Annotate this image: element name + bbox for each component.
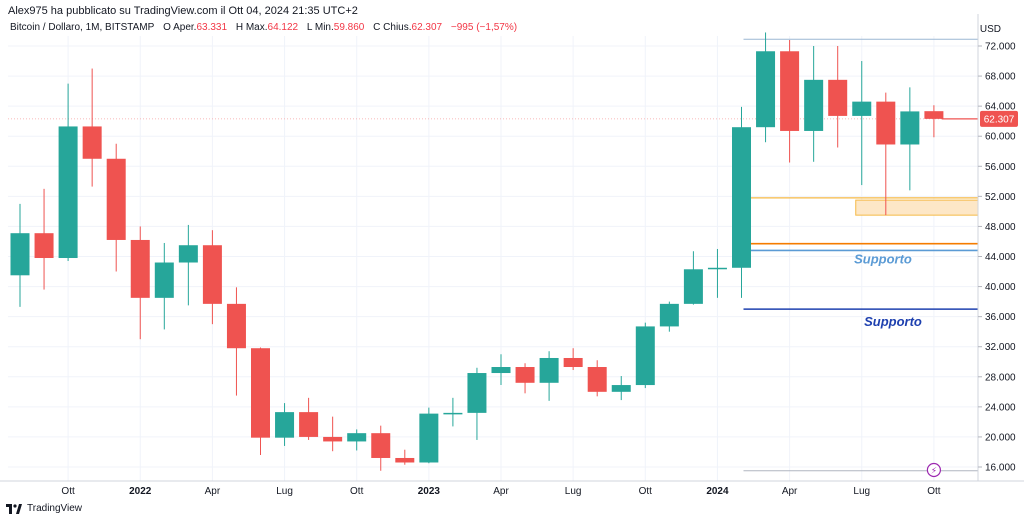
x-tick-label: Ott <box>61 486 75 497</box>
candle-body <box>419 413 439 463</box>
candle-body <box>491 367 511 374</box>
y-tick-label: 44.000 <box>985 252 1016 263</box>
y-tick-label: 60.000 <box>985 132 1016 143</box>
y-tick-label: 32.000 <box>985 342 1016 353</box>
candle-body <box>106 158 126 240</box>
candle-body <box>659 303 679 327</box>
candle-body <box>828 79 848 116</box>
candle-body <box>780 51 800 131</box>
high-name: Max. <box>245 22 268 33</box>
close-label: C <box>373 22 381 33</box>
candle-body <box>611 385 631 392</box>
y-tick-label: 56.000 <box>985 162 1016 173</box>
x-tick-label: Ott <box>927 486 941 497</box>
x-tick-label: 2022 <box>129 486 152 497</box>
close-value: 62.307 <box>411 22 443 33</box>
symbol-name: Bitcoin / Dollaro, 1M, BITSTAMP <box>10 22 155 33</box>
y-tick-label: 20.000 <box>985 432 1016 443</box>
candle-body <box>275 412 295 438</box>
candle-body <box>395 457 415 463</box>
candle-body <box>299 412 319 437</box>
x-tick-label: Apr <box>782 486 798 497</box>
x-tick-label: Ott <box>350 486 364 497</box>
candle-body <box>804 79 824 131</box>
candle-body <box>539 357 559 383</box>
candle-body <box>347 433 367 442</box>
x-tick-label: 2023 <box>418 486 441 497</box>
symbol-legend: Bitcoin / Dollaro, 1M, BITSTAMP O Aper.6… <box>10 22 517 33</box>
y-tick-label: 48.000 <box>985 222 1016 233</box>
footer-brand-label: TradingView <box>27 503 83 514</box>
published-by-header: Alex975 ha pubblicato su TradingView.com… <box>8 5 358 17</box>
candle-body <box>323 436 343 442</box>
y-tick-label: 40.000 <box>985 282 1016 293</box>
x-tick-label: Lug <box>276 486 293 497</box>
candle-body <box>58 126 78 259</box>
event-marker-symbol: ⚡ <box>931 467 937 477</box>
support-zone <box>855 199 979 216</box>
y-tick-label: 52.000 <box>985 192 1016 203</box>
low-label: L <box>306 22 313 33</box>
candle-body <box>852 101 872 116</box>
candle-body <box>154 262 174 298</box>
candle-body <box>707 267 727 270</box>
candle-body <box>130 239 150 298</box>
change-value: −995 (−1,57%) <box>450 22 518 33</box>
x-tick-label: Lug <box>853 486 870 497</box>
tradingview-logo-icon <box>6 503 22 514</box>
candle-body <box>876 101 896 145</box>
x-tick-label: Ott <box>639 486 653 497</box>
candle-body <box>756 51 776 128</box>
candle-body <box>178 245 198 263</box>
candle-body <box>924 111 944 119</box>
y-tick-label: 16.000 <box>985 463 1016 474</box>
candle-body <box>251 348 270 438</box>
chart-overlay: Supporto Supporto ⚡ <box>854 251 942 478</box>
x-tick-label: Apr <box>205 486 221 497</box>
x-tick-label: Apr <box>493 486 509 497</box>
close-name: Chius. <box>383 22 412 33</box>
y-tick-label: 64.000 <box>985 102 1016 113</box>
open-name: Aper. <box>173 22 197 33</box>
chart-annotations <box>8 38 979 472</box>
high-label: H <box>235 22 244 33</box>
current-price-label: 62.307 <box>984 114 1015 125</box>
candle-body <box>683 269 703 304</box>
y-tick-label: 68.000 <box>985 72 1016 83</box>
open-label: O <box>163 22 171 33</box>
candle-body <box>515 367 535 383</box>
candles-layer <box>10 32 944 471</box>
y-tick-label: 28.000 <box>985 372 1016 383</box>
candle-body <box>900 111 920 145</box>
y-tick-label: 72.000 <box>985 42 1016 53</box>
candle-body <box>34 233 54 259</box>
chart-axes: USD 72.000 68.000 64.000 60.000 56.000 52.000 4… <box>0 14 1024 497</box>
support-label-1: Supporto <box>854 251 912 266</box>
x-tick-label: Lug <box>565 486 582 497</box>
current-price-tag <box>980 110 1018 127</box>
candle-body <box>82 126 102 159</box>
y-tick-label: 24.000 <box>985 402 1016 413</box>
candle-body <box>467 373 487 413</box>
candle-body <box>10 233 30 276</box>
candle-body <box>587 367 607 392</box>
low-name: Min. <box>314 22 334 33</box>
high-value: 64.122 <box>267 22 299 33</box>
event-marker-icon <box>926 462 942 478</box>
candle-body <box>635 326 655 386</box>
candle-body <box>732 127 751 268</box>
candle-body <box>226 303 246 349</box>
candle-body <box>443 412 463 415</box>
candle-body <box>202 245 222 304</box>
low-value: 59.860 <box>333 22 365 33</box>
candle-body <box>371 433 391 458</box>
x-tick-label: 2024 <box>706 486 729 497</box>
support-label-2: Supporto <box>864 314 922 329</box>
y-tick-label: 36.000 <box>985 312 1016 323</box>
currency-label: USD <box>980 24 1001 35</box>
footer-brand[interactable]: TradingView <box>6 503 82 514</box>
open-value: 63.331 <box>196 22 228 33</box>
candle-body <box>563 357 583 368</box>
